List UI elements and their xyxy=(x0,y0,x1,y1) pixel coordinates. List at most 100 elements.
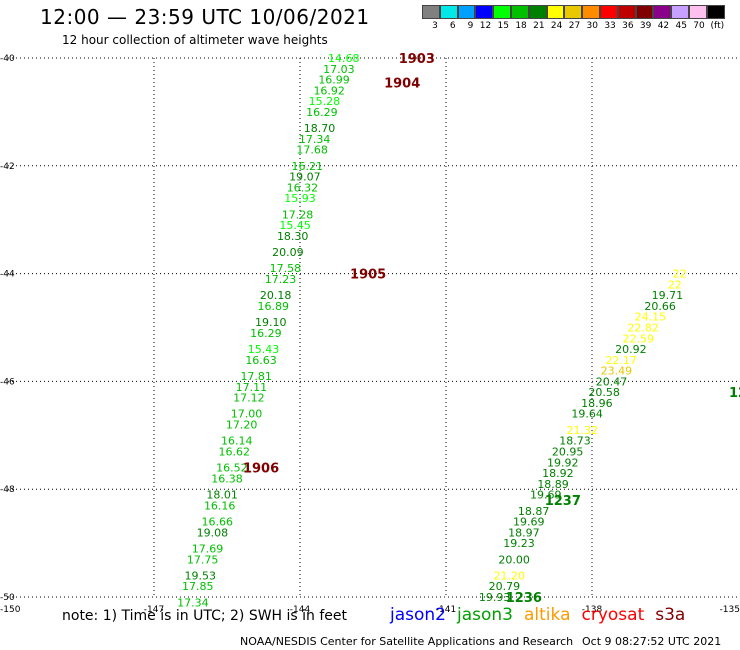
wave-height-point: 22.82 xyxy=(627,322,659,335)
wave-height-point: 19.93 xyxy=(479,591,511,604)
legend-jason3: jason3 xyxy=(457,605,513,625)
colorbar-label: 9 xyxy=(467,21,474,31)
colorbar-label: 39 xyxy=(639,21,652,31)
wave-height-point: 19.08 xyxy=(197,526,229,539)
wave-height-point: 17.85 xyxy=(182,580,214,593)
wave-height-point: 19.69 xyxy=(530,489,562,502)
colorbar-swatch xyxy=(599,5,618,19)
wave-height-point: 20.58 xyxy=(588,386,620,399)
colorbar-labels: 3 6 9 12 15 18 21 24 27 30 33 36 39 42 45 70 (ft) xyxy=(422,21,726,31)
colorbar-label: 3 xyxy=(432,21,438,31)
wave-height-point: 17.81 xyxy=(240,370,272,383)
chart-title: 12:00 — 23:59 UTC 10/06/2021 xyxy=(40,5,370,29)
x-tick-label: -144 xyxy=(290,605,311,615)
wave-height-point: 18.89 xyxy=(537,478,569,491)
footer-credit: NOAA/NESDIS Center for Satellite Applica… xyxy=(240,635,574,648)
colorbar-swatch xyxy=(510,5,529,19)
wave-height-point: 22 xyxy=(673,268,687,281)
wave-height-point: 16.92 xyxy=(313,84,345,97)
wave-height-point: 18.97 xyxy=(508,526,540,539)
x-tick-label: -135 xyxy=(720,605,740,615)
wave-height-point: 16.21 xyxy=(292,160,324,173)
colorbar-swatch xyxy=(582,5,600,19)
colorbar-swatch xyxy=(422,5,440,19)
wave-height-point: 17.34 xyxy=(177,596,209,609)
chart-subtitle: 12 hour collection of altimeter wave hei… xyxy=(62,33,328,47)
wave-height-point: 20.66 xyxy=(644,300,676,313)
wave-height-point: 21.32 xyxy=(567,424,599,437)
time-label: 1237 xyxy=(545,494,581,509)
wave-height-point: 19.53 xyxy=(184,569,216,582)
wave-height-point: 20.79 xyxy=(489,580,521,593)
colorbar-label: 36 xyxy=(622,21,634,31)
wave-height-point: 17.58 xyxy=(270,262,302,275)
wave-height-point: 23.49 xyxy=(601,365,633,378)
wave-height-point: 20.09 xyxy=(272,246,304,259)
x-tick-label: -147 xyxy=(144,605,164,615)
wave-height-point: 20.92 xyxy=(615,343,647,356)
colorbar-label: 33 xyxy=(604,21,616,31)
wave-height-point: 16.38 xyxy=(211,472,243,485)
colorbar-label: 45 xyxy=(675,21,687,31)
wave-height-point: 16.29 xyxy=(250,327,282,340)
wave-height-point: 17.23 xyxy=(265,273,297,286)
wave-height-point: 19.92 xyxy=(547,456,579,469)
colorbar-swatch xyxy=(439,5,458,19)
wave-height-point: 17.69 xyxy=(192,542,224,555)
x-tick-label: -150 xyxy=(0,605,21,615)
colorbar-swatch xyxy=(564,5,583,19)
wave-height-point: 22.17 xyxy=(605,354,637,367)
colorbar-label: 15 xyxy=(497,21,509,31)
wave-height-point: 16.62 xyxy=(219,445,251,458)
wave-height-point: 18.87 xyxy=(518,505,550,518)
wave-height-point: 19.64 xyxy=(571,408,603,421)
wave-height-point: 17.03 xyxy=(323,63,355,76)
wave-height-point: 19.10 xyxy=(255,316,287,329)
wave-height-point: 18.70 xyxy=(304,122,336,135)
wave-height-point: 17.00 xyxy=(231,408,263,421)
x-tick-label: -138 xyxy=(582,605,603,615)
wave-height-point: 16.89 xyxy=(257,300,289,313)
wave-height-point: 22.59 xyxy=(622,332,654,345)
colorbar-label: 24 xyxy=(550,21,563,31)
colorbar-label: 27 xyxy=(568,21,581,31)
wave-height-point: 17.28 xyxy=(282,208,314,221)
wave-height-point: 20.18 xyxy=(260,289,292,302)
wave-height-point: 19.07 xyxy=(289,171,321,184)
colorbar-label: 70 xyxy=(693,21,705,31)
wave-height-point: 17.34 xyxy=(299,133,331,146)
wave-height-point: 22 xyxy=(668,278,682,291)
colorbar-swatch xyxy=(688,5,707,19)
footer-timestamp: Oct 9 08:27:52 UTC 2021 xyxy=(582,635,722,648)
wave-height-point: 16.63 xyxy=(245,354,277,367)
colorbar-swatch xyxy=(546,5,565,19)
wave-height-point: 18.01 xyxy=(206,489,238,502)
colorbar-swatch xyxy=(493,5,511,19)
y-tick-label: -42 xyxy=(0,162,15,172)
colorbar-unit: (ft) xyxy=(710,21,725,31)
wave-height-point: 16.32 xyxy=(287,181,319,194)
colorbar-swatch xyxy=(528,5,547,19)
wave-height-point: 20.47 xyxy=(596,375,628,388)
legend-jason2: jason2 xyxy=(390,605,446,625)
time-label: 1905 xyxy=(350,268,386,283)
colorbar-swatch xyxy=(475,5,494,19)
wave-height-point: 15.45 xyxy=(279,219,311,232)
wave-height-point: 19.23 xyxy=(503,537,535,550)
wave-height-point: 20.95 xyxy=(552,445,584,458)
y-tick-label: -44 xyxy=(0,270,15,280)
time-label: 1903 xyxy=(399,52,435,67)
units-note: note: 1) Time is in UTC; 2) SWH is in fe… xyxy=(62,608,348,624)
colorbar-label: 18 xyxy=(515,21,527,31)
y-tick-label: -40 xyxy=(0,54,15,64)
time-label: 1906 xyxy=(243,462,279,477)
colorbar-label: 12 xyxy=(479,21,492,31)
time-label: 1236 xyxy=(506,591,542,606)
y-tick-label: -48 xyxy=(0,485,15,495)
x-tick-label: -141 xyxy=(436,605,456,615)
colorbar-swatch xyxy=(457,5,476,19)
y-tick-label: -50 xyxy=(0,593,15,603)
y-tick-label: -46 xyxy=(0,377,15,387)
wave-height-point: 18.96 xyxy=(581,397,613,410)
wave-height-point: 20.00 xyxy=(498,553,530,566)
